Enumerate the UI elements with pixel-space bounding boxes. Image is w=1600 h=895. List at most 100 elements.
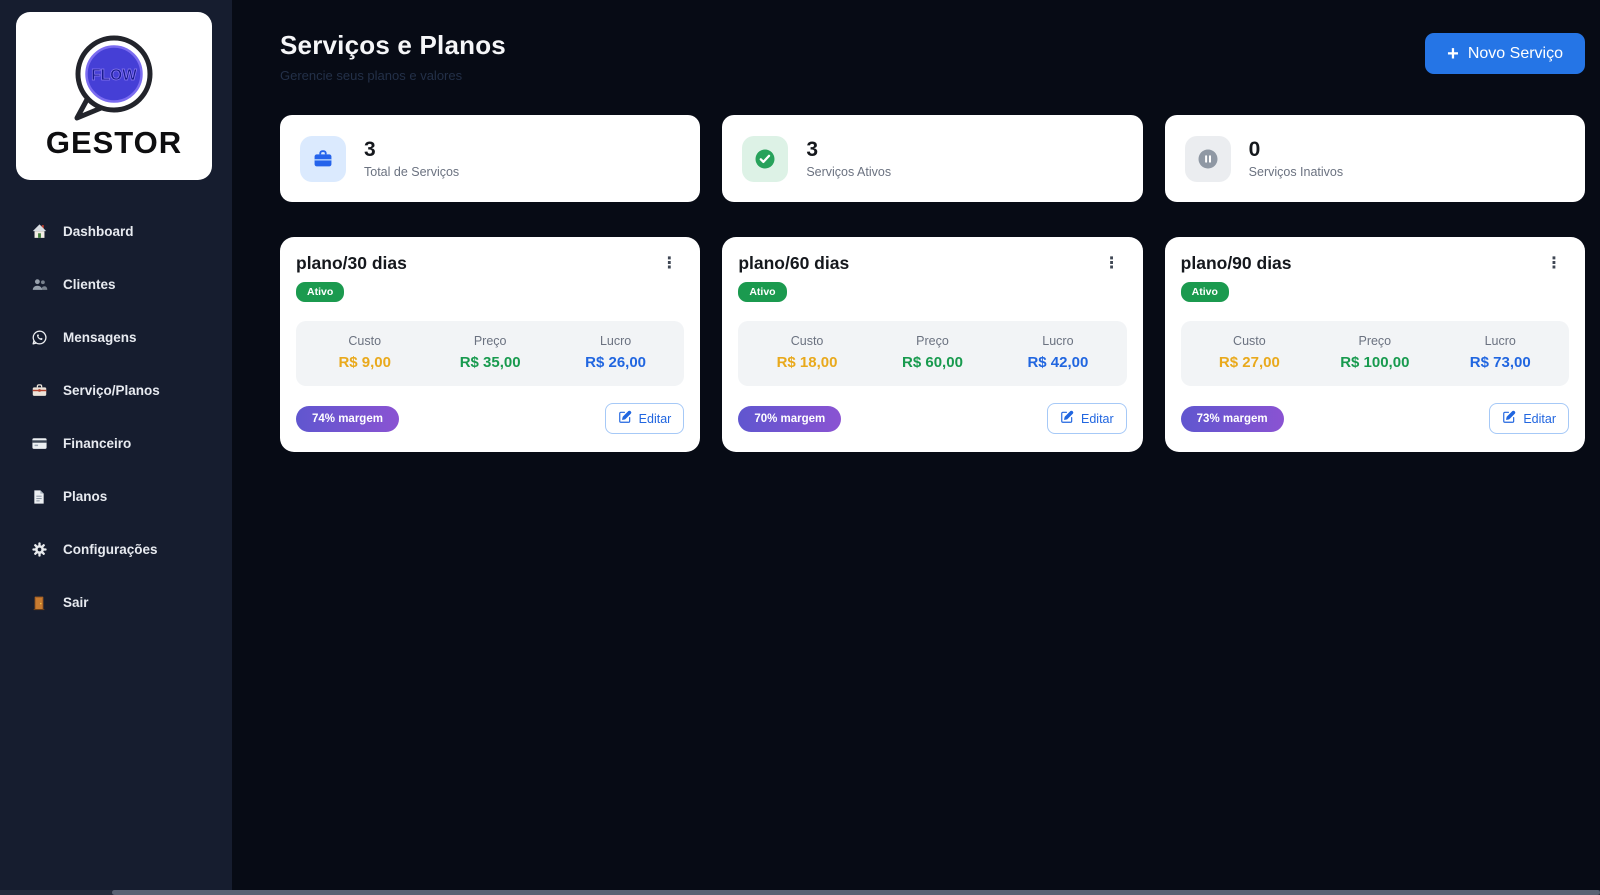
brand-name: GESTOR (45, 124, 183, 160)
page-title: Serviços e Planos (280, 30, 506, 60)
edit-button[interactable]: Editar (1489, 403, 1569, 434)
plans-row: plano/30 dias ⋮ Ativo Custo R$ 9,00 Preç… (280, 237, 1585, 452)
metric-value: R$ 42,00 (1027, 354, 1089, 371)
sidebar: FLOW GESTOR Dashboard (0, 0, 232, 895)
metric-label: Lucro (1484, 334, 1516, 348)
sidebar-item-financeiro[interactable]: Financeiro (0, 417, 232, 470)
door-icon (30, 595, 48, 611)
edit-pencil-icon (618, 410, 632, 427)
metric-value: R$ 100,00 (1340, 354, 1410, 371)
svg-text:FLOW: FLOW (91, 67, 137, 84)
sidebar-item-label: Mensagens (63, 330, 137, 345)
stat-value: 0 (1248, 137, 1261, 161)
metric-value: R$ 73,00 (1469, 354, 1531, 371)
plan-metrics-panel: Custo R$ 27,00 Preço R$ 100,00 Lucro R$ … (1180, 321, 1569, 386)
margin-badge: 74% margem (296, 405, 399, 432)
page-header-text: Serviços e Planos Gerencie seus planos e… (280, 30, 506, 83)
stat-card-inativos: 0 Serviços Inativos (1164, 115, 1585, 202)
metric-custo: Custo R$ 18,00 (744, 334, 869, 371)
metric-value: R$ 60,00 (902, 354, 963, 371)
metric-label: Custo (348, 334, 382, 348)
stat-label: Total de Serviços (364, 165, 460, 180)
kebab-menu-icon[interactable]: ⋮ (1097, 253, 1127, 273)
status-badge: Ativo (296, 282, 345, 302)
plan-card-footer: 74% margem Editar (296, 403, 685, 434)
horizontal-scrollbar[interactable] (0, 890, 1600, 895)
metric-label: Custo (1233, 334, 1266, 348)
brand-logo: FLOW GESTOR (16, 12, 212, 180)
sidebar-item-label: Serviço/Planos (63, 383, 160, 398)
metric-value: R$ 35,00 (459, 354, 521, 371)
edit-button[interactable]: Editar (1047, 403, 1127, 434)
plan-name: plano/90 dias (1180, 253, 1292, 273)
document-icon (30, 489, 48, 505)
sidebar-item-clientes[interactable]: Clientes (0, 258, 232, 311)
stat-label: Serviços Inativos (1248, 165, 1344, 180)
stat-value: 3 (806, 137, 819, 161)
plan-metrics-panel: Custo R$ 18,00 Preço R$ 60,00 Lucro R$ 4… (738, 321, 1127, 386)
plan-metrics-panel: Custo R$ 9,00 Preço R$ 35,00 Lucro R$ 26… (296, 321, 685, 386)
kebab-menu-icon[interactable]: ⋮ (1539, 253, 1569, 273)
sidebar-item-label: Sair (63, 595, 89, 610)
metric-preco: Preço R$ 60,00 (870, 334, 995, 371)
plan-name: plano/30 dias (296, 253, 407, 273)
plan-card-90-dias: plano/90 dias ⋮ Ativo Custo R$ 27,00 Pre… (1164, 237, 1585, 452)
edit-button-label: Editar (1523, 411, 1556, 426)
check-circle-icon (742, 135, 789, 182)
page-subtitle: Gerencie seus planos e valores (280, 68, 463, 83)
margin-badge: 70% margem (738, 405, 842, 432)
edit-button[interactable]: Editar (604, 403, 685, 434)
stat-label: Serviços Ativos (806, 165, 892, 180)
sidebar-item-label: Clientes (63, 277, 116, 292)
gear-icon (30, 541, 48, 558)
horizontal-scrollbar-thumb[interactable] (112, 890, 1600, 895)
metric-lucro: Lucro R$ 26,00 (553, 334, 678, 371)
edit-pencil-icon (1060, 410, 1074, 427)
metric-value: R$ 18,00 (776, 354, 838, 371)
metric-value: R$ 26,00 (585, 354, 647, 371)
metric-label: Lucro (1042, 334, 1074, 348)
metric-preco: Preço R$ 35,00 (427, 334, 552, 371)
metric-label: Custo (790, 334, 824, 348)
sidebar-item-label: Planos (63, 489, 108, 504)
main-content: Serviços e Planos Gerencie seus planos e… (232, 0, 1600, 895)
stats-row: 3 Total de Serviços 3 Serviços Ativos (280, 115, 1585, 202)
sidebar-item-sair[interactable]: Sair (0, 576, 232, 629)
stat-text: 0 Serviços Inativos (1249, 138, 1343, 179)
sidebar-item-label: Dashboard (63, 224, 134, 239)
sidebar-item-servico-planos[interactable]: Serviço/Planos (0, 364, 232, 417)
plan-card-header: plano/30 dias ⋮ (296, 253, 684, 274)
new-service-button[interactable]: + Novo Serviço (1425, 33, 1585, 74)
stat-value: 3 (364, 137, 376, 161)
metric-label: Preço (1358, 334, 1392, 348)
edit-button-label: Editar (638, 411, 672, 426)
metric-lucro: Lucro R$ 42,00 (995, 334, 1120, 371)
plan-card-header: plano/60 dias ⋮ (738, 253, 1126, 274)
sidebar-item-planos[interactable]: Planos (0, 470, 232, 523)
plan-card-30-dias: plano/30 dias ⋮ Ativo Custo R$ 9,00 Preç… (280, 237, 701, 452)
status-badge: Ativo (1180, 282, 1229, 302)
credit-card-icon (30, 435, 48, 452)
stat-card-total: 3 Total de Serviços (280, 115, 701, 202)
sidebar-item-mensagens[interactable]: Mensagens (0, 311, 232, 364)
whatsapp-icon (30, 329, 48, 346)
briefcase-icon (300, 135, 346, 182)
plan-name: plano/60 dias (738, 253, 850, 273)
house-icon (30, 223, 48, 240)
flow-bubble-logo-icon: FLOW (64, 32, 164, 131)
edit-pencil-icon (1502, 410, 1516, 427)
metric-custo: Custo R$ 9,00 (302, 334, 427, 371)
sidebar-item-dashboard[interactable]: Dashboard (0, 205, 232, 258)
stat-text: 3 Serviços Ativos (806, 138, 891, 179)
metric-label: Lucro (599, 334, 632, 348)
plus-icon: + (1447, 42, 1459, 65)
status-badge: Ativo (738, 282, 787, 302)
kebab-menu-icon[interactable]: ⋮ (654, 253, 684, 273)
plan-card-footer: 73% margem Editar (1180, 403, 1569, 434)
briefcase-icon (30, 382, 48, 399)
sidebar-item-label: Configurações (63, 542, 158, 557)
sidebar-item-configuracoes[interactable]: Configurações (0, 523, 232, 576)
page-header: Serviços e Planos Gerencie seus planos e… (280, 30, 1585, 83)
metric-lucro: Lucro R$ 73,00 (1438, 334, 1563, 371)
